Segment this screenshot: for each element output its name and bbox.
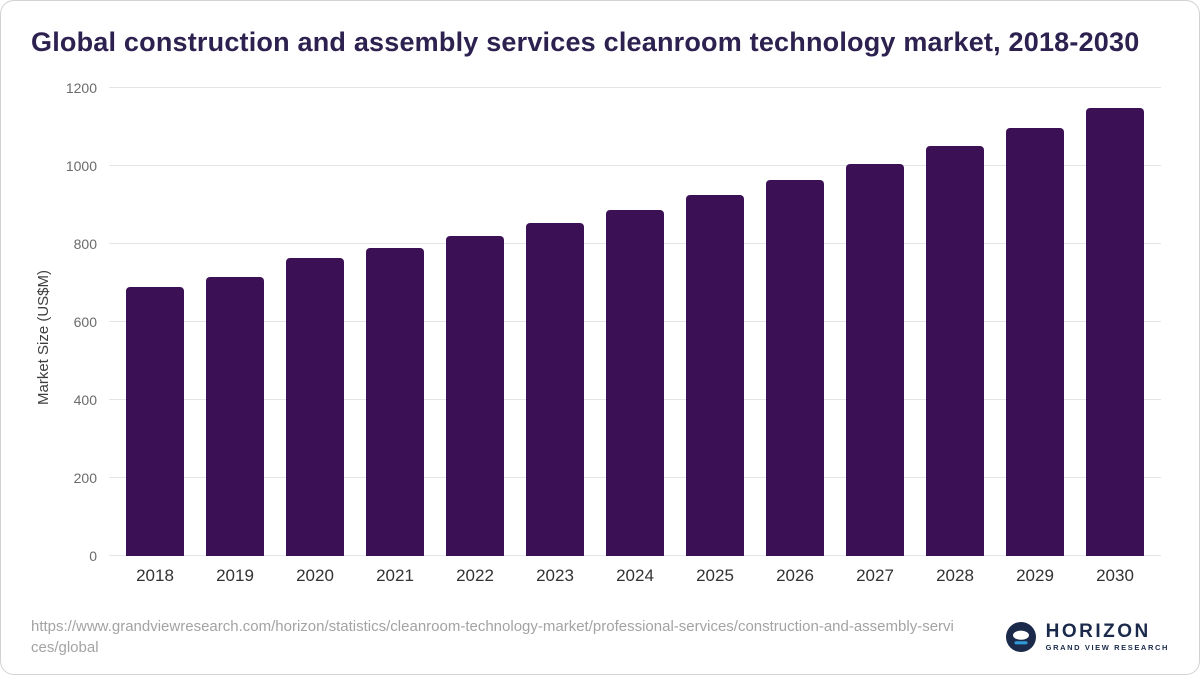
horizon-logo-name: HORIZON [1045, 620, 1151, 642]
x-axis-labels: 2018 2019 2020 2021 2022 2023 2024 2025 2026 2027… [109, 566, 1161, 586]
x-tick-label: 2023 [536, 566, 574, 585]
y-tick-label: 600 [73, 314, 97, 330]
source-url: https://www.grandviewresearch.com/horizo… [31, 618, 954, 656]
x-tick-label: 2019 [216, 566, 254, 585]
bar-column [515, 88, 595, 556]
x-tick-label: 2020 [296, 566, 334, 585]
x-tick-label: 2018 [136, 566, 174, 585]
footer: https://www.grandviewresearch.com/horizo… [31, 616, 1169, 658]
x-tick-label: 2024 [616, 566, 654, 585]
y-tick-label: 1000 [65, 158, 97, 174]
y-axis-label: Market Size (US$M) [35, 269, 53, 405]
bar-column [995, 88, 1075, 556]
bar-column [355, 88, 435, 556]
x-tick-label: 2029 [1016, 566, 1054, 585]
bar-2023 [526, 223, 584, 556]
y-tick-label: 800 [73, 236, 97, 253]
bar-column [675, 88, 755, 556]
chart: Market Size (US$M) 0 200 400 600 800 1000 1200… [27, 80, 1161, 586]
bar-column [595, 88, 675, 556]
bars-row [109, 88, 1161, 556]
gridline [109, 165, 1161, 166]
bar-column [115, 88, 195, 556]
x-tick-label: 2030 [1096, 566, 1134, 585]
bar-column [1075, 88, 1155, 556]
chart-title: Global construction and assembly service… [31, 27, 1140, 57]
bar-column [835, 88, 915, 556]
bar-2028 [926, 146, 984, 556]
plot-area: 0 200 400 600 800 1000 1200 [66, 80, 1161, 564]
bar-2025 [686, 195, 744, 556]
bar-column [195, 88, 275, 556]
bar-2019 [206, 277, 264, 556]
horizon-logo-icon [1005, 622, 1036, 652]
bar-column [915, 88, 995, 556]
bar-2024 [606, 210, 664, 556]
bar-2026 [766, 180, 824, 556]
x-tick-label: 2021 [376, 566, 414, 585]
bar-2029 [1006, 127, 1064, 556]
x-tick-label: 2022 [456, 566, 494, 585]
bar-column [435, 88, 515, 556]
y-tick-label: 1200 [65, 80, 97, 96]
bar-column [755, 88, 835, 556]
horizon-logo-subtext: GRAND VIEW RESEARCH [1045, 643, 1169, 653]
x-tick-label: 2027 [856, 566, 894, 585]
bar-2018 [126, 286, 184, 556]
y-tick-label: 0 [89, 548, 97, 564]
y-tick-label: 400 [73, 392, 97, 409]
x-tick-label: 2025 [696, 566, 734, 585]
bar-2030 [1086, 107, 1144, 556]
bar-2021 [366, 247, 424, 556]
bar-2027 [846, 163, 904, 556]
bar-2022 [446, 236, 504, 556]
x-tick-label: 2026 [776, 566, 814, 585]
horizon-logo: HORIZON GRAND VIEW RESEARCH [1005, 621, 1169, 653]
y-tick-label: 200 [73, 470, 97, 487]
gridline [109, 87, 1161, 88]
x-tick-label: 2028 [936, 566, 974, 585]
bar-2020 [286, 257, 344, 556]
bar-column [275, 88, 355, 556]
